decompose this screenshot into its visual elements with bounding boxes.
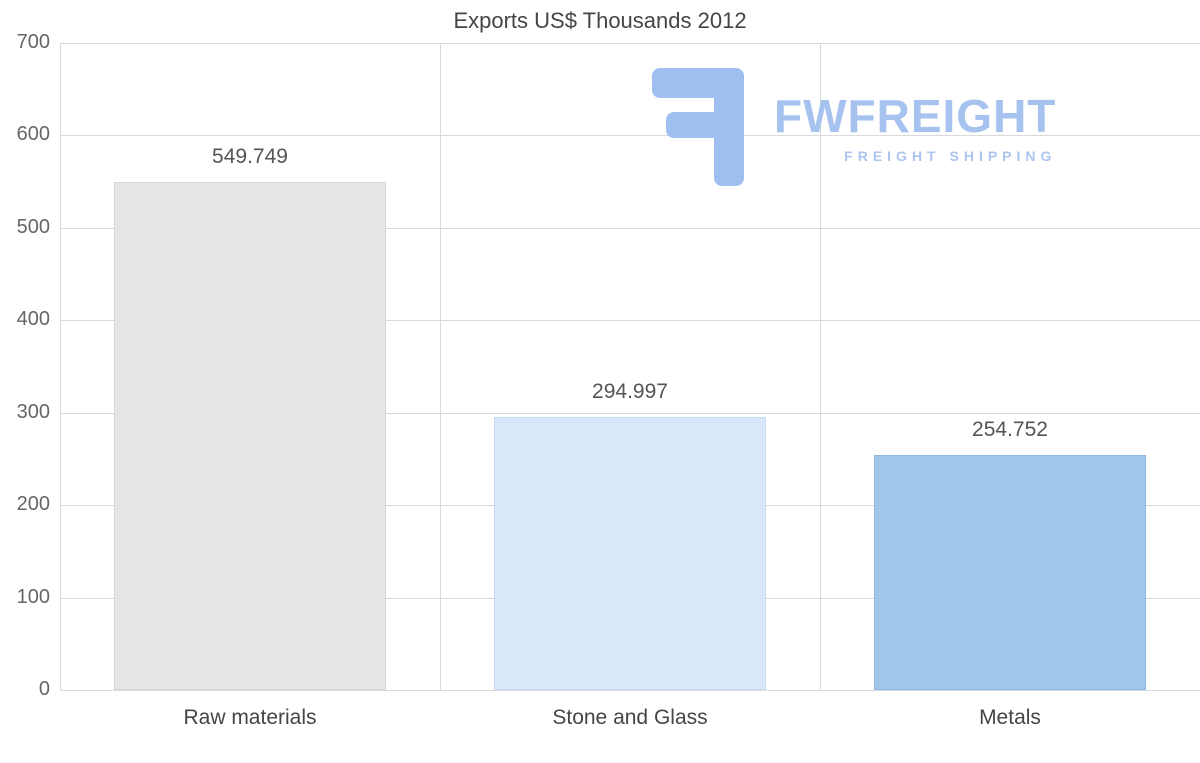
watermark-text: FWFREIGHT FREIGHT SHIPPING [774, 68, 1057, 165]
bar-value-label: 294.997 [592, 380, 668, 404]
y-tick-label-400: 400 [16, 308, 50, 331]
chart-title: Exports US$ Thousands 2012 [453, 8, 747, 33]
y-tick-label-300: 300 [16, 400, 50, 423]
gridline-x-2 [820, 43, 821, 690]
gridline-y-600 [60, 135, 1200, 137]
bar-metals [874, 454, 1146, 690]
y-tick-label-100: 100 [16, 585, 50, 608]
watermark-tagline: FREIGHT SHIPPING [844, 148, 1057, 165]
y-tick-label-500: 500 [16, 215, 50, 238]
fwfreight-logo-icon [652, 68, 744, 186]
bar-stone-and-glass [494, 417, 766, 690]
bar-value-label: 254.752 [972, 417, 1048, 441]
y-tick-label-700: 700 [16, 31, 50, 54]
y-tick-label-0: 0 [38, 678, 50, 701]
y-tick-label-200: 200 [16, 493, 50, 516]
watermark: FWFREIGHT FREIGHT SHIPPING [648, 68, 1056, 186]
y-tick-label-600: 600 [16, 123, 50, 146]
gridline-y-300 [60, 412, 1200, 414]
gridline-x-0 [60, 43, 61, 690]
bar-raw-materials [114, 181, 386, 690]
gridline-y-400 [60, 320, 1200, 322]
x-category-label: Stone and Glass [552, 706, 708, 729]
gridline-y-0 [60, 690, 1200, 691]
gridline-y-500 [60, 227, 1200, 229]
gridline-x-1 [440, 43, 441, 690]
bar-value-label: 549.749 [212, 144, 288, 168]
gridline-y-700 [60, 43, 1200, 44]
x-category-label: Metals [979, 706, 1041, 729]
plot-area: 549.749 294.997 254.752 [60, 43, 1200, 691]
watermark-brand: FWFREIGHT [774, 90, 1057, 142]
x-category-label: Raw materials [183, 706, 317, 729]
